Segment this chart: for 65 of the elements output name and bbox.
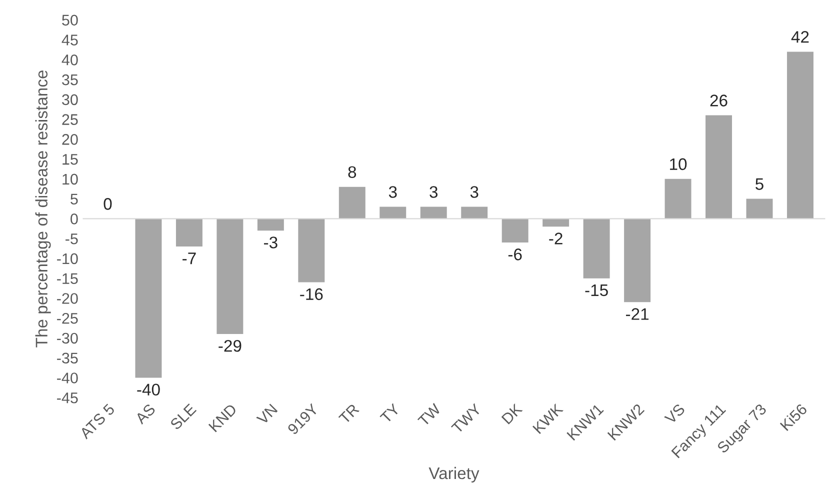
y-tick-label: -25 [57,312,78,324]
data-label: 5 [756,178,764,190]
y-tick-label: -35 [57,352,78,364]
x-tick-label: VS [664,403,686,425]
bar [257,218,284,231]
y-tick-label: -40 [57,372,78,384]
data-label: -40 [137,384,160,396]
y-tick-label: 15 [62,154,78,165]
bar [624,218,651,302]
bar [786,52,814,219]
data-label: -15 [585,284,608,296]
bar [338,186,366,219]
bar [502,218,528,243]
bar [746,198,773,219]
bar [706,115,732,219]
x-tick-label: VN [256,404,278,426]
data-label: -21 [626,308,649,320]
y-tick-label: 25 [62,114,78,125]
bar [420,206,447,219]
y-tick-label: -5 [66,234,78,244]
x-tick-label: TY [380,403,400,424]
y-tick-label: -30 [57,332,78,344]
data-label: 26 [710,94,728,106]
y-tick-label: -10 [57,253,78,264]
x-axis-title: Variety [428,466,480,482]
y-tick-label: 0 [70,214,78,224]
data-label: -29 [218,340,242,352]
bar [216,218,244,334]
bar [583,218,610,278]
y-tick-label: 45 [62,34,78,46]
bar [542,218,570,227]
bar [176,218,202,247]
bar [135,218,162,378]
y-tick-label: -45 [57,392,78,404]
data-label: -7 [182,252,196,264]
y-tick-label: 10 [62,174,78,185]
data-label: -3 [264,236,278,248]
y-axis-title: The percentage of disease resistance [35,70,51,348]
data-label: -16 [300,288,323,300]
x-tick-label: DK [501,402,523,424]
x-tick-label: SLE [170,403,197,430]
x-tick-label: TW [417,402,442,427]
bar [380,206,406,219]
data-label: 0 [104,198,112,210]
data-label: -2 [549,232,562,244]
y-tick-label: -15 [57,273,78,284]
y-tick-label: 30 [62,94,78,106]
data-label: -6 [508,248,522,260]
y-tick-label: 5 [70,194,78,204]
y-tick-label: 40 [62,54,78,66]
y-tick-label: 35 [62,74,78,86]
bar [461,206,488,219]
x-tick-label: TR [338,403,360,424]
y-tick-label: -20 [57,293,78,304]
data-label: 42 [791,31,809,43]
y-tick-label: 20 [62,134,78,145]
data-label: 3 [470,186,478,198]
bar [298,218,325,282]
data-label: 8 [348,166,356,178]
data-label: 3 [430,186,438,198]
y-tick-label: 50 [62,14,78,26]
data-label: 3 [388,186,397,198]
bar [664,178,692,219]
data-label: 10 [670,158,687,170]
x-tick-label: AS [134,403,156,425]
